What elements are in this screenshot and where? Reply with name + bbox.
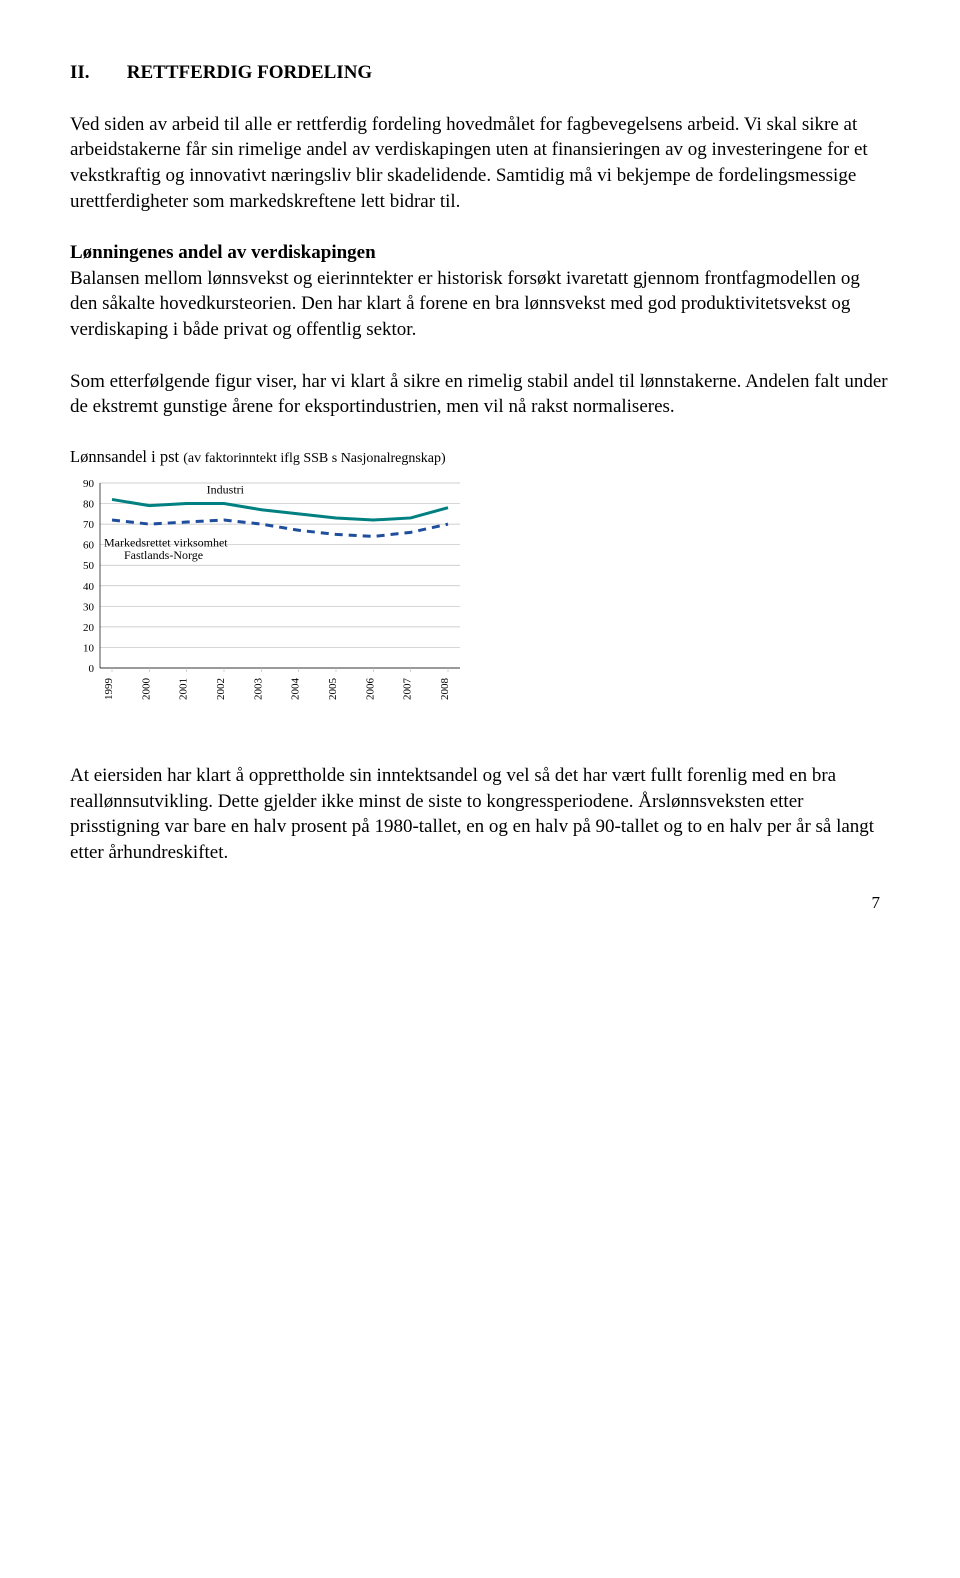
svg-text:0: 0 [89, 663, 95, 675]
svg-text:2005: 2005 [327, 677, 339, 700]
svg-text:2003: 2003 [252, 677, 264, 700]
svg-text:40: 40 [83, 581, 95, 593]
svg-text:50: 50 [83, 560, 95, 572]
svg-text:Fastlands-Norge: Fastlands-Norge [124, 548, 203, 562]
chart-svg: 0 10 20 30 40 50 60 70 80 90 1999 2000 2001 2002 2003 2… [70, 473, 470, 733]
svg-text:2007: 2007 [402, 677, 414, 700]
svg-text:1999: 1999 [103, 677, 115, 700]
subheading-lonn: Lønningenes andel av verdiskapingen [70, 242, 376, 263]
svg-text:2008: 2008 [439, 677, 451, 700]
svg-text:20: 20 [83, 622, 95, 634]
heading-title: RETTFERDIG FORDELING [127, 62, 372, 83]
svg-text:2000: 2000 [140, 677, 152, 700]
paragraph-2: Lønningenes andel av verdiskapingen Bala… [70, 240, 890, 343]
chart-caption-main: Lønnsandel i pst [70, 447, 183, 466]
chart-caption-sub: (av faktorinntekt iflg SSB s Nasjonalreg… [183, 451, 445, 466]
heading-roman: II. [70, 60, 122, 86]
svg-text:Industri: Industri [207, 482, 245, 496]
paragraph-3: Som etterfølgende figur viser, har vi kl… [70, 369, 890, 420]
page-number: 7 [872, 892, 881, 915]
svg-text:2004: 2004 [290, 677, 302, 700]
svg-text:2002: 2002 [215, 678, 227, 700]
svg-text:10: 10 [83, 642, 95, 654]
svg-text:60: 60 [83, 540, 95, 552]
chart: 0 10 20 30 40 50 60 70 80 90 1999 2000 2001 2002 2003 2… [70, 473, 470, 733]
svg-text:2001: 2001 [178, 678, 190, 700]
svg-text:2006: 2006 [364, 677, 376, 700]
svg-text:90: 90 [83, 478, 95, 490]
svg-text:30: 30 [83, 601, 95, 613]
paragraph-1: Ved siden av arbeid til alle er rettferd… [70, 112, 890, 215]
svg-text:70: 70 [83, 519, 95, 531]
chart-caption: Lønnsandel i pst (av faktorinntekt iflg … [70, 446, 890, 469]
svg-text:80: 80 [83, 498, 95, 510]
section-heading: II. RETTFERDIG FORDELING [70, 60, 890, 86]
paragraph-4: At eiersiden har klart å opprettholde si… [70, 763, 890, 866]
paragraph-2-body: Balansen mellom lønnsvekst og eierinntek… [70, 268, 860, 340]
